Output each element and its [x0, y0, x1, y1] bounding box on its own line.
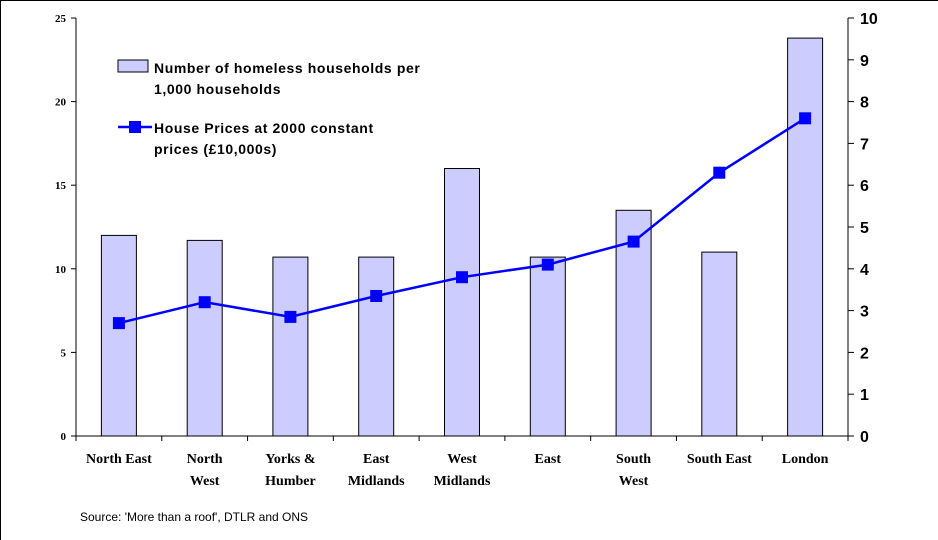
- line-point-1: [198, 296, 211, 309]
- bar-1: [186, 239, 223, 437]
- bar-2: [272, 256, 309, 437]
- left-tick-label: 15: [55, 180, 67, 192]
- right-tick-label: 7: [860, 136, 869, 153]
- right-tick-label: 2: [860, 345, 869, 362]
- line-point-7: [713, 166, 726, 179]
- source-note: Source: 'More than a roof', DTLR and ONS: [80, 510, 308, 524]
- right-tick-label: 3: [860, 304, 869, 321]
- legend-swatch-bars: [117, 59, 149, 73]
- bar-6: [615, 209, 652, 437]
- category-label: South: [616, 452, 651, 467]
- category-label: Midlands: [348, 474, 405, 489]
- bar-7: [701, 251, 738, 437]
- category-label: Yorks &: [265, 452, 315, 467]
- line-point-2: [284, 310, 297, 323]
- left-tick-label: 0: [61, 431, 67, 443]
- category-label: Humber: [265, 474, 316, 489]
- right-tick-label: 9: [860, 53, 869, 70]
- category-label: East: [363, 452, 390, 467]
- right-tick-label: 6: [860, 178, 869, 195]
- bar-8: [787, 37, 824, 437]
- right-tick-label: 0: [860, 429, 869, 446]
- line-point-4: [456, 271, 468, 284]
- legend-label-line: House Prices at 2000 constant: [154, 120, 374, 136]
- line-point-6: [627, 235, 640, 248]
- category-label: West: [190, 474, 220, 489]
- legend-marker-line: [129, 121, 141, 133]
- category-label: North East: [86, 452, 152, 467]
- category-label: Midlands: [434, 474, 491, 489]
- line-point-8: [799, 112, 812, 125]
- legend-label-bars: 1,000 households: [154, 81, 281, 97]
- right-tick-label: 1: [860, 387, 869, 404]
- line-point-3: [370, 290, 383, 302]
- category-label: West: [447, 452, 477, 467]
- bar-3: [358, 256, 395, 437]
- left-tick-label: 10: [55, 264, 67, 276]
- category-label: London: [782, 452, 829, 467]
- line-point-0: [112, 317, 125, 330]
- bar-0: [100, 234, 137, 437]
- category-label: South East: [687, 452, 752, 467]
- left-tick-label: 20: [55, 97, 67, 109]
- line-point-5: [541, 258, 554, 271]
- legend-label-line: prices (£10,000s): [154, 141, 277, 157]
- category-label: North: [187, 452, 223, 467]
- right-tick-label: 8: [860, 95, 869, 112]
- category-label: West: [619, 474, 649, 489]
- bar-4: [444, 168, 480, 437]
- category-label: East: [535, 452, 562, 467]
- left-tick-label: 5: [61, 347, 67, 359]
- left-tick-label: 25: [55, 13, 67, 25]
- bar-5: [529, 256, 566, 437]
- right-tick-label: 5: [860, 220, 869, 237]
- legend-label-bars: Number of homeless households per: [154, 60, 420, 76]
- right-tick-label: 10: [860, 11, 878, 28]
- right-tick-label: 4: [860, 262, 869, 279]
